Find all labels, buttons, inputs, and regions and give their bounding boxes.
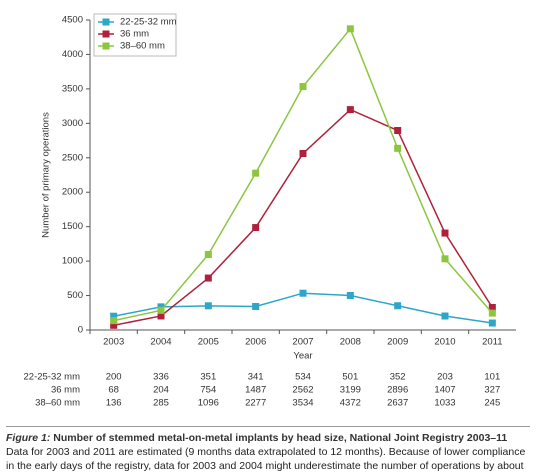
table-value: 2562 (292, 385, 313, 396)
point (204, 302, 212, 310)
caption-title: Number of stemmed metal-on-metal implant… (53, 432, 508, 444)
table-value: 3534 (292, 398, 313, 409)
point (394, 126, 402, 134)
table-value: 341 (248, 372, 264, 383)
point (488, 303, 496, 311)
legend-marker (102, 30, 110, 38)
point (204, 250, 212, 258)
table-value: 3199 (340, 385, 361, 396)
table-value: 204 (153, 385, 169, 396)
table-value: 136 (106, 398, 122, 409)
y-tick-label: 500 (67, 290, 83, 301)
legend-label: 36 mm (120, 29, 149, 40)
table-value: 352 (390, 372, 406, 383)
point (299, 83, 307, 91)
point (252, 224, 260, 232)
point (252, 169, 260, 177)
x-tick-label: 2003 (103, 337, 124, 348)
point (157, 303, 165, 311)
x-tick-label: 2007 (292, 337, 313, 348)
table-value: 1487 (245, 385, 266, 396)
table-value: 351 (200, 372, 216, 383)
point (110, 312, 118, 320)
y-tick-label: 2500 (62, 152, 83, 163)
legend-label: 22-25-32 mm (120, 17, 177, 28)
point (488, 309, 496, 317)
point (204, 274, 212, 282)
table-value: 203 (437, 372, 453, 383)
y-tick-label: 4500 (62, 15, 83, 26)
caption: Figure 1: Number of stemmed metal-on-met… (6, 426, 530, 476)
table-value: 2637 (387, 398, 408, 409)
point (110, 317, 118, 325)
x-tick-label: 2008 (340, 337, 361, 348)
x-tick-label: 2010 (434, 337, 455, 348)
point (252, 303, 260, 311)
table-value: 1096 (198, 398, 219, 409)
x-tick-label: 2005 (198, 337, 219, 348)
x-tick-label: 2006 (245, 337, 266, 348)
x-axis-label: Year (293, 351, 312, 362)
point (110, 321, 118, 329)
table-value: 2896 (387, 385, 408, 396)
caption-note: Data for 2003 and 2011 are estimated (9 … (6, 446, 526, 476)
legend-marker (102, 42, 110, 50)
y-tick-label: 4000 (62, 49, 83, 60)
table-value: 327 (484, 385, 500, 396)
point (441, 312, 449, 320)
point (157, 312, 165, 320)
y-axis-label: Number of primary operations (41, 112, 52, 238)
caption-label: Figure 1: (6, 432, 51, 444)
x-tick-label: 2004 (150, 337, 171, 348)
point (346, 106, 354, 114)
table-value: 245 (484, 398, 500, 409)
point (157, 306, 165, 314)
point (299, 150, 307, 158)
point (441, 255, 449, 263)
series-line (113, 27, 493, 322)
y-tick-label: 2000 (62, 187, 83, 198)
table-value: 1407 (434, 385, 455, 396)
legend-marker (102, 18, 110, 26)
table-value: 2277 (245, 398, 266, 409)
table-value: 754 (200, 385, 216, 396)
y-tick-label: 3000 (62, 118, 83, 129)
table-value: 1033 (434, 398, 455, 409)
x-tick-label: 2009 (387, 337, 408, 348)
point (488, 319, 496, 327)
table-value: 68 (108, 385, 119, 396)
table-row-label: 22-25-32 mm (24, 372, 81, 383)
chart: Number of primary operations Year 0 500 10… (24, 13, 516, 409)
table-value: 4372 (340, 398, 361, 409)
table-value: 200 (106, 372, 122, 383)
y-tick-label: 3500 (62, 83, 83, 94)
point (346, 25, 354, 33)
y-tick-label: 0 (78, 325, 83, 336)
table-value: 285 (153, 398, 169, 409)
table-row-label: 38–60 mm (35, 398, 80, 409)
point (299, 289, 307, 297)
point (394, 302, 402, 310)
table-value: 101 (484, 372, 500, 383)
point (346, 291, 354, 299)
x-tick-label: 2011 (482, 337, 502, 348)
y-tick-label: 1000 (62, 256, 83, 267)
table-value: 336 (153, 372, 169, 383)
table-value: 534 (295, 372, 311, 383)
point (394, 144, 402, 152)
legend-label: 38–60 mm (120, 41, 165, 52)
point (441, 229, 449, 237)
table-row-label: 36 mm (51, 385, 80, 396)
table-value: 501 (342, 372, 358, 383)
y-tick-label: 1500 (62, 221, 83, 232)
